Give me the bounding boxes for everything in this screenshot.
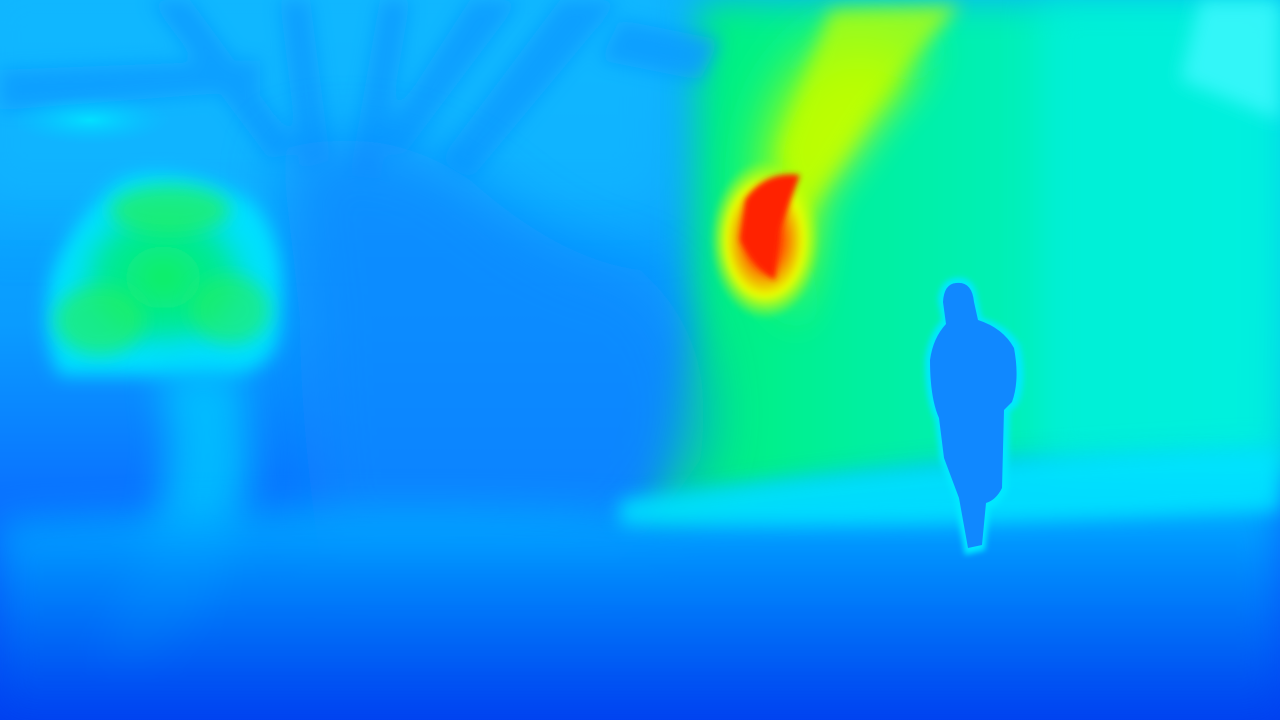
bright-foliage-left: [46, 173, 283, 375]
person-silhouette: [925, 277, 1024, 555]
glow-upper-left: [10, 95, 170, 145]
tree-trunk: [280, 140, 704, 560]
yellow-core: [780, 5, 960, 220]
hotspot-core: [740, 174, 800, 280]
ground-horizon-glow: [620, 450, 1280, 526]
